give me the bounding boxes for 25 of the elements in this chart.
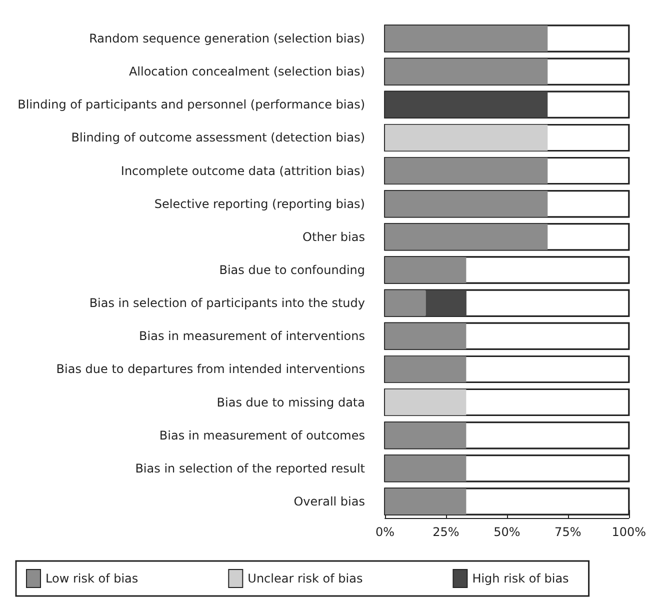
y-tick-label: Bias due to missing data xyxy=(216,395,365,410)
bar xyxy=(426,290,466,316)
y-tick-label: Other bias xyxy=(302,230,365,244)
legend-label: High risk of bias xyxy=(472,572,569,586)
y-tick-label: Overall bias xyxy=(294,494,365,508)
y-tick-label: Allocation concealment (selection bias) xyxy=(128,64,365,79)
y-tick-label: Incomplete outcome data (attrition bias) xyxy=(120,164,365,178)
x-tick-label: 75% xyxy=(554,525,582,539)
y-tick-label: Selective reporting (reporting bias) xyxy=(154,196,365,211)
y-tick-label: Bias due to confounding xyxy=(219,263,365,277)
y-tick-label: Random sequence generation (selection bias) xyxy=(89,32,365,46)
x-tick-label: 100% xyxy=(612,525,646,539)
y-tick-label: Blinding of outcome assessment (detection bias) xyxy=(71,130,365,145)
y-tick-label: Bias in measurement of outcomes xyxy=(159,428,365,442)
y-tick-label: Bias in selection of participants into the study xyxy=(89,296,365,310)
y-tick-label: Blinding of participants and personnel (performance bias) xyxy=(18,98,365,112)
x-tick-label: 50% xyxy=(494,525,520,539)
y-tick-label: Bias in selection of the reported result xyxy=(135,461,366,476)
bar xyxy=(385,290,426,316)
x-tick-label: 0% xyxy=(375,525,395,539)
legend-label: Unclear risk of bias xyxy=(248,572,363,586)
x-tick-label: 25% xyxy=(432,525,460,539)
y-tick-label: Bias in measurement of interventions xyxy=(139,329,365,344)
legend-label: Low risk of bias xyxy=(46,572,138,586)
y-tick-label: Bias due to departures from intended interventions xyxy=(56,362,365,376)
